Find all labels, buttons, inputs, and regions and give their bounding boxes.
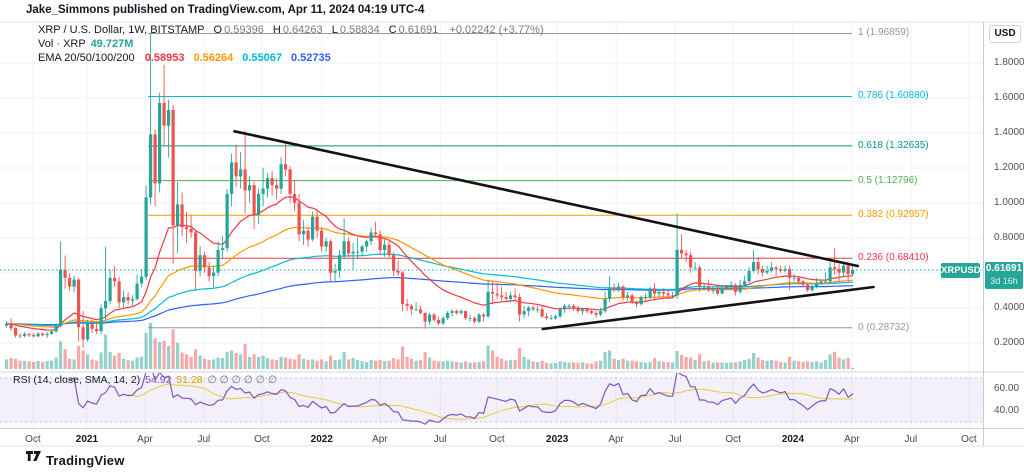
rsi-empty-values: ∅ ∅ ∅ ∅ ∅ ∅ <box>207 374 278 386</box>
ema-value-50: 0.56264 <box>193 52 234 64</box>
time-tick-2021: 2021 <box>75 434 99 445</box>
fib-label-1: 1 (1.96859) <box>858 27 910 38</box>
legend-symbol-row: XRP / U.S. Dollar, 1W, BITSTAMP O 0.59396… <box>38 23 544 37</box>
price-tick-0.20000: 0.20000 <box>994 337 1024 348</box>
ema-value-100: 0.55067 <box>242 52 282 64</box>
time-tick-2024: 2024 <box>781 434 805 445</box>
time-tick-Oct: Oct <box>961 434 977 445</box>
time-tick-Jul: Jul <box>904 434 918 445</box>
time-tick-Oct: Oct <box>725 434 741 445</box>
time-tick-Apr: Apr <box>608 434 624 445</box>
time-tick-2023: 2023 <box>546 434 569 445</box>
ema-values: 0.58953 0.56264 0.55067 0.52735 <box>138 52 331 64</box>
ema-value-20: 0.58953 <box>144 52 185 64</box>
rsi-value: 54.92 <box>145 374 172 386</box>
time-tick-2022: 2022 <box>310 434 333 445</box>
time-tick-Jul: Jul <box>433 434 447 445</box>
time-tick-Oct: Oct <box>489 434 505 445</box>
close-label: C <box>388 24 397 36</box>
close-value: 0.61691 <box>398 24 439 36</box>
rsi-tick-60.00: 60.00 <box>994 383 1020 394</box>
fib-label-0.618: 0.618 (1.32635) <box>858 140 929 151</box>
last-price-symbol-badge: XRPUSD <box>941 263 981 278</box>
ema-value-200: 0.52735 <box>291 52 331 64</box>
tradingview-attribution[interactable]: TradingView <box>26 451 125 469</box>
open-value: 0.59396 <box>224 24 264 36</box>
fib-label-0.382: 0.382 (0.92957) <box>858 209 929 220</box>
time-tick-Apr: Apr <box>372 434 388 445</box>
last-price-value: 0.61691 <box>985 263 1023 274</box>
fib-label-0.786: 0.786 (1.60880) <box>858 90 929 101</box>
header-attribution: Jake_Simmons published on TradingView.co… <box>26 4 425 16</box>
fib-label-0.5: 0.5 (1.12796) <box>858 175 918 186</box>
high-value: 0.64263 <box>282 24 323 36</box>
time-tick-Jul: Jul <box>668 434 682 445</box>
rsi-legend: RSI (14, close, SMA, 14, 2) 54.92 51.28 … <box>13 374 277 386</box>
volume-label: Vol · XRP <box>38 38 86 50</box>
legend-ema-row: EMA 20/50/100/200 0.58953 0.56264 0.55067 0… <box>38 51 544 65</box>
volume-value: 49.727M <box>90 38 134 50</box>
time-tick-Apr: Apr <box>844 434 860 445</box>
time-tick-Apr: Apr <box>137 434 153 445</box>
currency-label: USD <box>989 25 1021 43</box>
rsi-label: RSI (14, close, SMA, 14, 2) <box>13 374 141 386</box>
open-label: O <box>213 24 223 36</box>
tradingview-logo-text: TradingView <box>46 452 125 468</box>
chart-legend: XRP / U.S. Dollar, 1W, BITSTAMP O 0.59396… <box>38 23 544 65</box>
fib-label-0: 0 (0.28732) <box>858 322 910 333</box>
tradingview-logo-icon <box>26 451 41 469</box>
fib-label-0.236: 0.236 (0.68410) <box>858 252 929 263</box>
symbol-title: XRP / U.S. Dollar, 1W, BITSTAMP <box>38 24 205 36</box>
rsi-tick-40.00: 40.00 <box>994 405 1020 416</box>
ema-label: EMA 20/50/100/200 <box>38 52 135 64</box>
rsi-ma-value: 51.28 <box>176 374 203 386</box>
low-value: 0.58834 <box>339 24 380 36</box>
high-label: H <box>272 24 281 36</box>
time-tick-Oct: Oct <box>254 434 270 445</box>
legend-volume-row: Vol · XRP 49.727M <box>38 37 544 51</box>
time-tick-Jul: Jul <box>197 434 211 445</box>
change-value: +0.02242 (+3.77%) <box>449 24 544 36</box>
time-tick-Oct: Oct <box>25 434 41 445</box>
price-tick-1.20000: 1.20000 <box>994 162 1024 173</box>
bar-countdown: 3d 16h <box>990 276 1018 286</box>
low-label: L <box>331 24 338 36</box>
last-price-badge: 0.61691 3d 16h <box>985 262 1023 289</box>
price-tick-1.60000: 1.60000 <box>994 92 1024 103</box>
